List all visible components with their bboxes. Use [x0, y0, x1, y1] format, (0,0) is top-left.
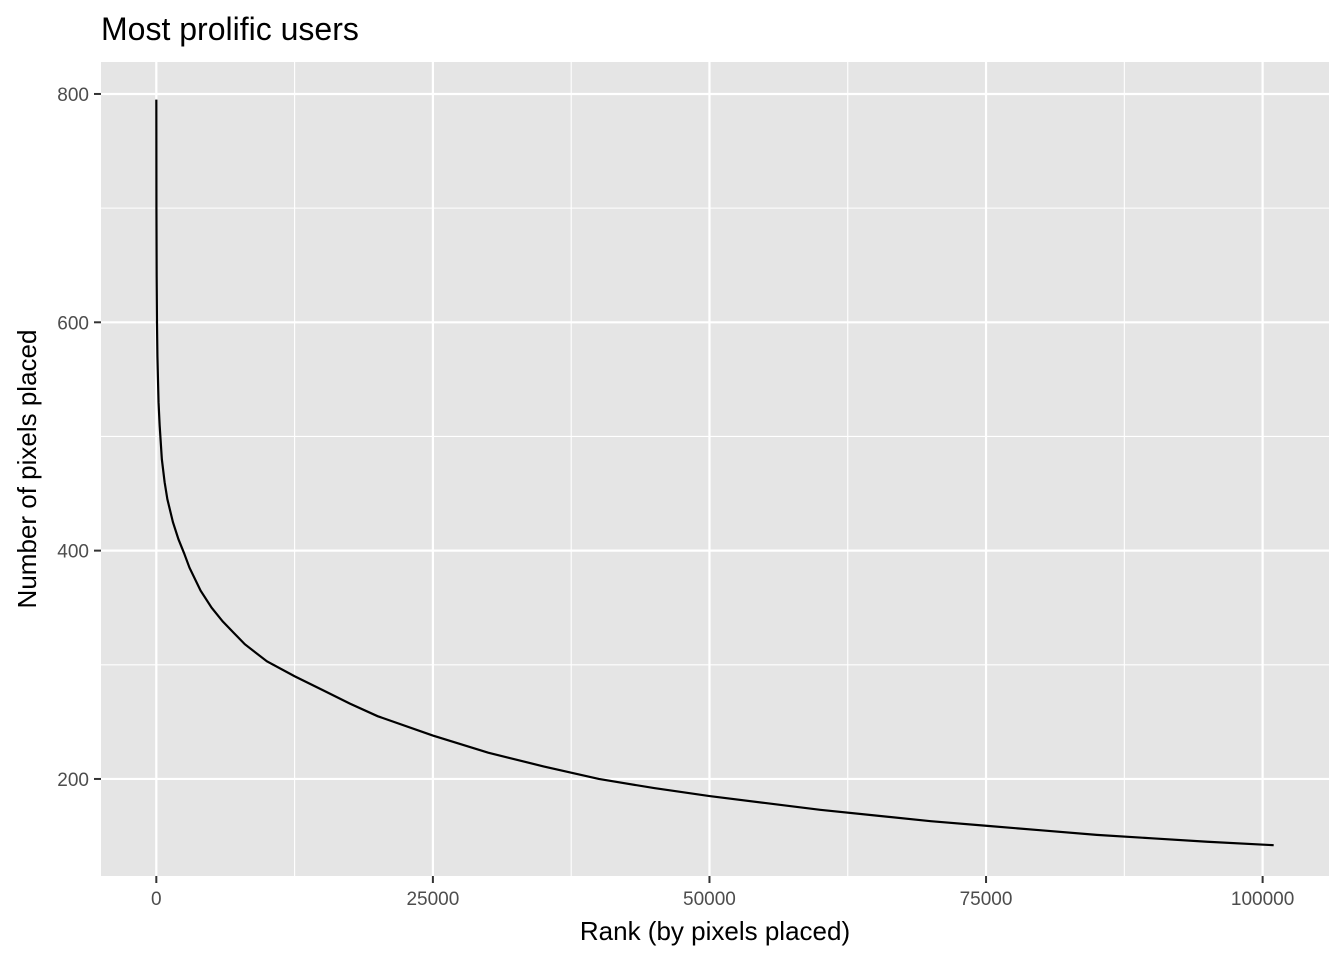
- x-tick-label: 100000: [1231, 889, 1294, 910]
- plot-panel: [101, 62, 1329, 876]
- y-axis-title: Number of pixels placed: [12, 330, 42, 609]
- x-tick-label: 0: [151, 889, 162, 910]
- x-axis: 0 25000 50000 75000 100000: [151, 876, 1294, 910]
- x-axis-title: Rank (by pixels placed): [580, 916, 850, 946]
- y-tick-label: 800: [57, 85, 89, 106]
- y-tick-label: 400: [57, 542, 89, 563]
- x-tick-label: 25000: [406, 889, 459, 910]
- chart-title: Most prolific users: [101, 11, 359, 47]
- y-tick-label: 600: [57, 313, 89, 334]
- minor-gridlines: [101, 62, 1329, 876]
- y-axis: 200 400 600 800: [57, 85, 101, 791]
- x-tick-label: 50000: [683, 889, 736, 910]
- x-tick-label: 75000: [960, 889, 1013, 910]
- series-line: [155, 99, 1274, 847]
- major-gridlines: [101, 62, 1329, 876]
- y-tick-label: 200: [57, 770, 89, 791]
- series-layer: [155, 99, 1274, 847]
